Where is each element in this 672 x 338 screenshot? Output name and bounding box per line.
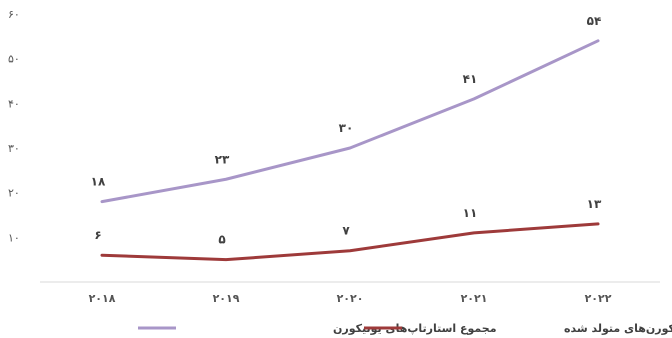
y-tick-label: ۶۰	[8, 8, 20, 21]
x-tick-label: ۲۰۱۹	[213, 292, 240, 305]
data-label: ۵۴	[587, 14, 602, 28]
y-tick-label: ۱۰	[8, 231, 20, 244]
data-label: ۷	[342, 224, 350, 238]
data-label: ۶	[94, 228, 101, 242]
data-label: ۵	[218, 233, 225, 247]
legend-label: مجموع استارتاپ‌های یونیکورن	[333, 322, 497, 335]
y-tick-label: ۵۰	[8, 53, 20, 66]
y-axis-ticks: ۱۰ ۲۰ ۳۰ ۴۰ ۵۰ ۶۰	[8, 8, 20, 244]
x-axis-ticks: ۲۰۱۸ ۲۰۱۹ ۲۰۲۰ ۲۰۲۱ ۲۰۲۲	[89, 292, 612, 305]
data-label: ۱۸	[91, 175, 106, 189]
x-tick-label: ۲۰۱۸	[89, 292, 116, 305]
series-lines	[100, 39, 600, 262]
x-tick-label: ۲۰۲۱	[461, 292, 488, 305]
data-label: ۱۱	[463, 206, 478, 220]
data-label: ۳۰	[339, 121, 354, 135]
legend-label: تعداد یونیکورن‌های متولد شده	[564, 322, 672, 335]
y-tick-label: ۲۰	[8, 187, 20, 200]
series-line-1	[100, 39, 600, 204]
data-label: ۲۳	[215, 152, 230, 166]
y-tick-label: ۴۰	[8, 97, 20, 110]
x-tick-label: ۲۰۲۰	[337, 292, 364, 305]
legend: مجموع استارتاپ‌های یونیکورن تعداد یونیکور…	[138, 322, 672, 335]
series-line-2	[100, 222, 600, 262]
y-tick-label: ۳۰	[8, 142, 20, 155]
x-tick-label: ۲۰۲۲	[585, 292, 612, 305]
data-labels: ۱۸ ۲۳ ۳۰ ۴۱ ۵۴ ۶ ۵ ۷ ۱۱ ۱۳	[91, 14, 602, 247]
data-label: ۱۳	[587, 197, 602, 211]
data-label: ۴۱	[463, 72, 478, 86]
